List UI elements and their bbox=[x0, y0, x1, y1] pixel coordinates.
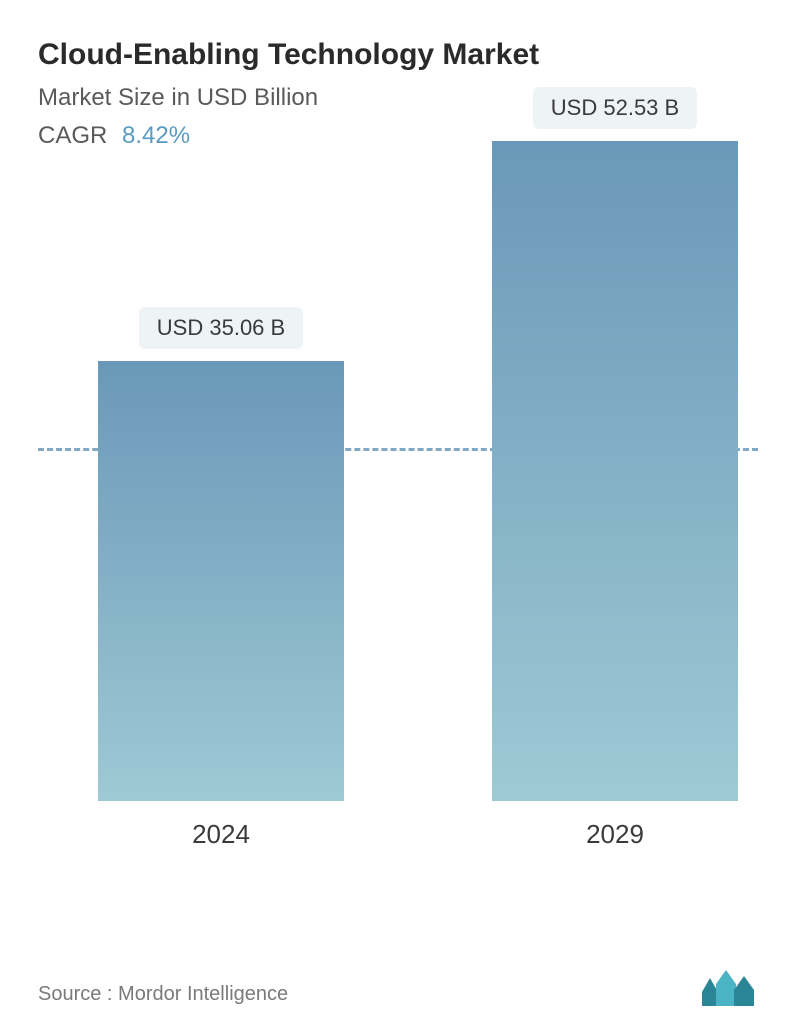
source-label: Source : Mordor Intelligence bbox=[38, 983, 288, 1006]
bar-group-2024: USD 35.06 B 2024 bbox=[98, 307, 344, 850]
bars-container: USD 35.06 B 2024 USD 52.53 B 2029 bbox=[98, 190, 738, 850]
cagr-label: CAGR bbox=[38, 122, 107, 149]
chart-title: Cloud-Enabling Technology Market bbox=[38, 38, 758, 72]
bar-group-2029: USD 52.53 B 2029 bbox=[492, 87, 738, 850]
value-label-2024: USD 35.06 B bbox=[139, 307, 303, 349]
year-label-2024: 2024 bbox=[192, 819, 250, 850]
bar-2029 bbox=[492, 141, 738, 801]
bar-2024 bbox=[98, 361, 344, 801]
cagr-value: 8.42% bbox=[122, 122, 190, 149]
brand-logo bbox=[702, 970, 758, 1006]
value-label-2029: USD 52.53 B bbox=[533, 87, 697, 129]
chart-area: USD 35.06 B 2024 USD 52.53 B 2029 bbox=[38, 190, 758, 910]
footer: Source : Mordor Intelligence bbox=[38, 970, 758, 1006]
year-label-2029: 2029 bbox=[586, 819, 644, 850]
